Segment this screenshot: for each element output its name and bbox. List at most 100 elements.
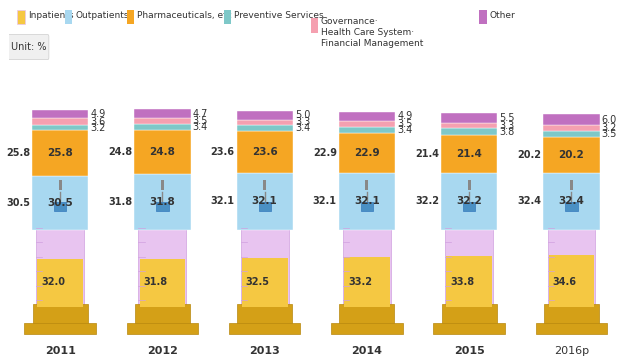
Point <box>32 255 40 259</box>
Point <box>243 298 251 302</box>
Bar <box>236 120 293 125</box>
Text: 3.2: 3.2 <box>90 122 105 132</box>
Bar <box>263 180 266 190</box>
Point <box>32 298 40 302</box>
Point <box>544 298 552 302</box>
Text: 3.4: 3.4 <box>193 122 208 132</box>
Text: 3.3: 3.3 <box>295 117 310 127</box>
Bar <box>24 323 96 333</box>
Point <box>339 269 347 273</box>
Bar <box>463 202 475 211</box>
Bar <box>441 173 497 230</box>
Bar <box>156 202 168 211</box>
Text: Pharmaceuticals, etc: Pharmaceuticals, etc <box>137 11 232 20</box>
Point <box>39 269 46 273</box>
Text: 22.9: 22.9 <box>354 148 380 158</box>
Point <box>237 240 245 244</box>
Point <box>135 298 142 302</box>
Bar <box>339 133 395 173</box>
Bar <box>17 10 26 24</box>
Text: 21.4: 21.4 <box>415 149 439 159</box>
Point <box>56 190 64 195</box>
Text: 32.2: 32.2 <box>415 196 439 206</box>
Point <box>339 226 347 230</box>
Point <box>339 240 347 244</box>
Bar <box>127 10 134 24</box>
Text: 3.5: 3.5 <box>193 116 208 126</box>
Point <box>243 255 251 259</box>
Text: Unit: %: Unit: % <box>11 42 46 52</box>
Bar <box>134 118 190 124</box>
Text: 6.0: 6.0 <box>602 115 617 125</box>
Text: 30.5: 30.5 <box>6 198 30 208</box>
Bar <box>241 209 288 309</box>
Bar <box>339 173 395 230</box>
Point <box>261 190 268 195</box>
Point <box>158 207 166 211</box>
Point <box>550 298 557 302</box>
Point <box>346 240 353 244</box>
Bar <box>361 202 373 211</box>
Point <box>237 255 245 259</box>
Point <box>39 240 46 244</box>
Text: 32.5: 32.5 <box>246 277 270 287</box>
Bar <box>570 180 573 190</box>
Text: 25.8: 25.8 <box>47 148 73 158</box>
Point <box>237 269 245 273</box>
Point <box>39 284 46 288</box>
Point <box>447 240 455 244</box>
Point <box>447 226 455 230</box>
Point <box>346 269 353 273</box>
Text: 2011: 2011 <box>45 346 76 356</box>
Bar <box>343 209 391 309</box>
Point <box>339 255 347 259</box>
Point <box>466 190 473 195</box>
Bar <box>339 127 395 133</box>
Point <box>135 226 142 230</box>
Point <box>135 255 142 259</box>
Point <box>544 240 552 244</box>
Bar <box>446 256 492 307</box>
Bar <box>236 131 293 173</box>
Text: 32.4: 32.4 <box>558 196 585 206</box>
Bar <box>236 125 293 131</box>
Point <box>442 269 449 273</box>
Text: 23.6: 23.6 <box>210 147 235 157</box>
Text: Preventive Services: Preventive Services <box>234 11 324 20</box>
Bar <box>236 111 293 120</box>
Point <box>442 226 449 230</box>
Text: 2016p: 2016p <box>554 346 589 356</box>
Bar <box>32 305 87 330</box>
Text: 20.2: 20.2 <box>558 150 584 160</box>
Point <box>447 298 455 302</box>
Bar <box>135 305 190 330</box>
Text: 3.8: 3.8 <box>499 127 515 137</box>
Bar <box>59 180 62 190</box>
Bar <box>54 202 66 211</box>
Bar <box>544 131 600 137</box>
Point <box>243 284 251 288</box>
Bar <box>134 130 190 174</box>
Text: 32.4: 32.4 <box>517 196 541 206</box>
Text: 4.7: 4.7 <box>193 109 208 119</box>
Bar <box>344 257 390 307</box>
Point <box>346 298 353 302</box>
Bar <box>446 209 493 309</box>
Bar <box>236 173 293 230</box>
Text: 3.5: 3.5 <box>602 129 617 139</box>
Point <box>544 255 552 259</box>
Point <box>237 284 245 288</box>
Point <box>32 240 40 244</box>
Bar <box>32 176 88 230</box>
Bar <box>339 121 395 127</box>
Point <box>39 255 46 259</box>
Point <box>261 207 268 211</box>
Point <box>243 226 251 230</box>
Bar <box>467 180 470 190</box>
Bar <box>544 305 599 330</box>
Text: 3.4: 3.4 <box>295 124 310 134</box>
Text: Other: Other <box>490 11 515 20</box>
Point <box>135 269 142 273</box>
FancyBboxPatch shape <box>8 35 49 60</box>
Point <box>237 298 245 302</box>
